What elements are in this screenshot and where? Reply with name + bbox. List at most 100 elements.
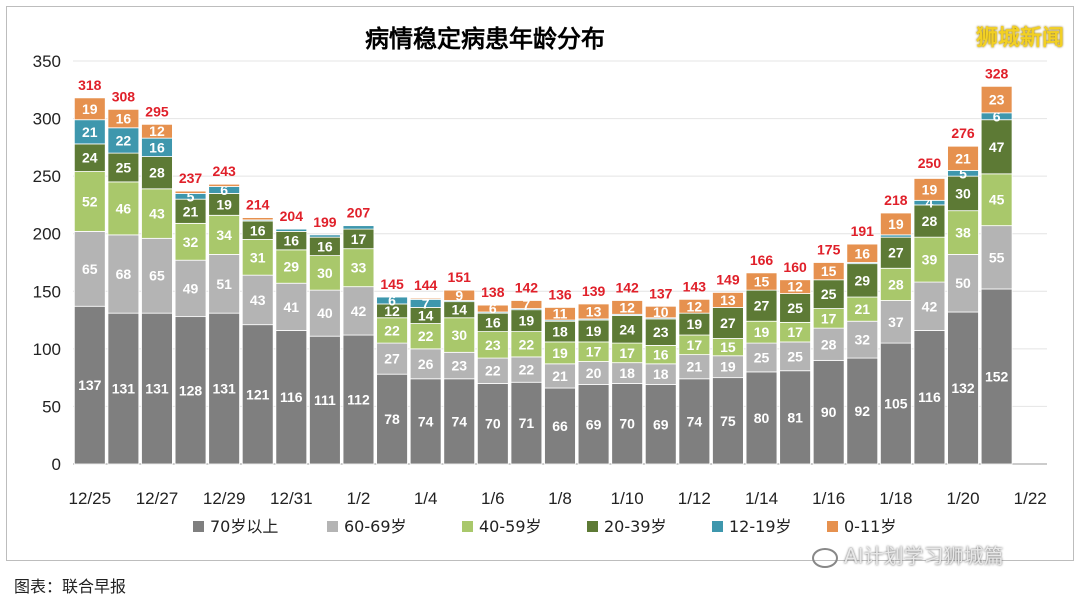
bar-segment bbox=[880, 267, 912, 301]
bar-segment bbox=[275, 330, 308, 465]
segment-value-label: 43 bbox=[250, 292, 266, 308]
segment-value-label: 116 bbox=[280, 389, 303, 405]
segment-value-label: 6 bbox=[388, 292, 396, 308]
segment-value-label: 17 bbox=[787, 324, 803, 340]
bar-segment bbox=[174, 222, 207, 261]
segment-value-label: 6 bbox=[489, 301, 497, 317]
bar-segment bbox=[947, 145, 979, 171]
total-value-label: 151 bbox=[448, 269, 472, 285]
bar-segment bbox=[174, 316, 207, 465]
legend-swatch bbox=[193, 521, 204, 532]
bar-segment bbox=[880, 236, 912, 269]
total-value-label: 144 bbox=[414, 277, 438, 293]
total-value-label: 295 bbox=[145, 103, 169, 119]
segment-value-label: 12 bbox=[384, 303, 400, 319]
legend-label: 12-19岁 bbox=[729, 517, 792, 536]
segment-value-label: 69 bbox=[586, 416, 602, 432]
x-tick-label: 1/16 bbox=[812, 489, 845, 508]
segment-value-label: 52 bbox=[82, 193, 98, 209]
segment-value-label: 80 bbox=[754, 410, 770, 426]
bar-segment bbox=[779, 341, 811, 372]
segment-value-label: 23 bbox=[485, 337, 501, 353]
segment-value-label: 21 bbox=[955, 150, 971, 166]
bar-segment bbox=[644, 318, 677, 346]
segment-value-label: 18 bbox=[552, 324, 568, 340]
bar-segment bbox=[880, 300, 912, 344]
segment-value-label: 19 bbox=[519, 313, 535, 329]
segment-value-label: 132 bbox=[951, 380, 975, 396]
bar-segment bbox=[141, 312, 173, 465]
legend-label: 0-11岁 bbox=[844, 517, 896, 536]
total-value-label: 318 bbox=[78, 77, 102, 93]
segment-value-label: 24 bbox=[82, 150, 98, 166]
segment-value-label: 70 bbox=[485, 416, 501, 432]
segment-value-label: 19 bbox=[82, 101, 98, 117]
segment-value-label: 37 bbox=[888, 314, 904, 330]
legend-label: 70岁以上 bbox=[210, 517, 278, 536]
bar-segment bbox=[846, 263, 879, 298]
bar-segment bbox=[141, 123, 173, 139]
segment-value-label: 16 bbox=[317, 238, 333, 254]
bar-segment bbox=[73, 305, 106, 465]
segment-value-label: 29 bbox=[284, 259, 300, 275]
segment-value-label: 5 bbox=[959, 165, 967, 181]
segment-value-label: 23 bbox=[653, 324, 669, 340]
x-tick-label: 12/25 bbox=[69, 489, 112, 508]
y-tick-label: 350 bbox=[33, 52, 61, 71]
total-value-label: 218 bbox=[884, 192, 908, 208]
segment-value-label: 25 bbox=[787, 300, 803, 316]
y-tick-label: 100 bbox=[33, 340, 61, 359]
x-tick-label: 1/8 bbox=[548, 489, 572, 508]
segment-value-label: 28 bbox=[888, 276, 904, 292]
segment-value-label: 68 bbox=[116, 266, 132, 282]
segment-value-label: 78 bbox=[384, 411, 400, 427]
bar-segment bbox=[342, 248, 375, 288]
bar-segment bbox=[812, 262, 845, 281]
total-value-label: 142 bbox=[515, 279, 539, 295]
segment-value-label: 4 bbox=[926, 195, 934, 211]
segment-value-label: 17 bbox=[586, 344, 602, 360]
segment-value-label: 16 bbox=[485, 314, 501, 330]
bar-segment bbox=[745, 289, 778, 322]
bar-segment bbox=[779, 293, 811, 323]
bar-segment bbox=[980, 85, 1013, 114]
segment-value-label: 25 bbox=[821, 286, 837, 302]
bar-segment bbox=[712, 377, 744, 465]
bar-segment bbox=[309, 289, 341, 337]
segment-value-label: 25 bbox=[754, 349, 770, 365]
segment-value-label: 27 bbox=[384, 351, 400, 367]
legend-label: 60-69岁 bbox=[344, 517, 407, 536]
segment-value-label: 22 bbox=[485, 363, 501, 379]
bar-segment bbox=[241, 324, 274, 465]
segment-value-label: 16 bbox=[149, 139, 165, 155]
x-tick-label: 1/2 bbox=[347, 489, 371, 508]
x-tick-label: 1/4 bbox=[414, 489, 438, 508]
bar-segment bbox=[107, 108, 140, 129]
legend-swatch bbox=[462, 521, 473, 532]
bar-segment bbox=[409, 348, 442, 380]
legend-swatch bbox=[587, 521, 598, 532]
bar-segment bbox=[913, 178, 946, 201]
segment-value-label: 13 bbox=[586, 303, 602, 319]
bar-segment bbox=[241, 274, 274, 326]
bar-segment bbox=[73, 97, 106, 121]
segment-value-label: 12 bbox=[619, 299, 635, 315]
bar-segment bbox=[745, 272, 778, 291]
total-value-label: 143 bbox=[683, 278, 707, 294]
total-value-label: 160 bbox=[783, 259, 807, 275]
bar-segment bbox=[208, 254, 240, 314]
segment-value-label: 12 bbox=[149, 123, 165, 139]
bar-segment bbox=[980, 225, 1013, 290]
bar-segment bbox=[880, 212, 912, 236]
segment-value-label: 19 bbox=[720, 359, 736, 375]
bar-segment bbox=[913, 330, 946, 465]
chart-title: 病情稳定病患年龄分布 bbox=[365, 25, 605, 53]
bar-segment bbox=[880, 342, 912, 465]
segment-value-label: 19 bbox=[586, 323, 602, 339]
segment-value-label: 131 bbox=[145, 381, 169, 397]
segment-value-label: 116 bbox=[918, 389, 941, 405]
watermark-text: AI计划学习狮城篇 bbox=[844, 544, 1004, 568]
legend-swatch bbox=[327, 521, 338, 532]
segment-value-label: 21 bbox=[552, 368, 568, 384]
total-value-label: 137 bbox=[649, 285, 673, 301]
